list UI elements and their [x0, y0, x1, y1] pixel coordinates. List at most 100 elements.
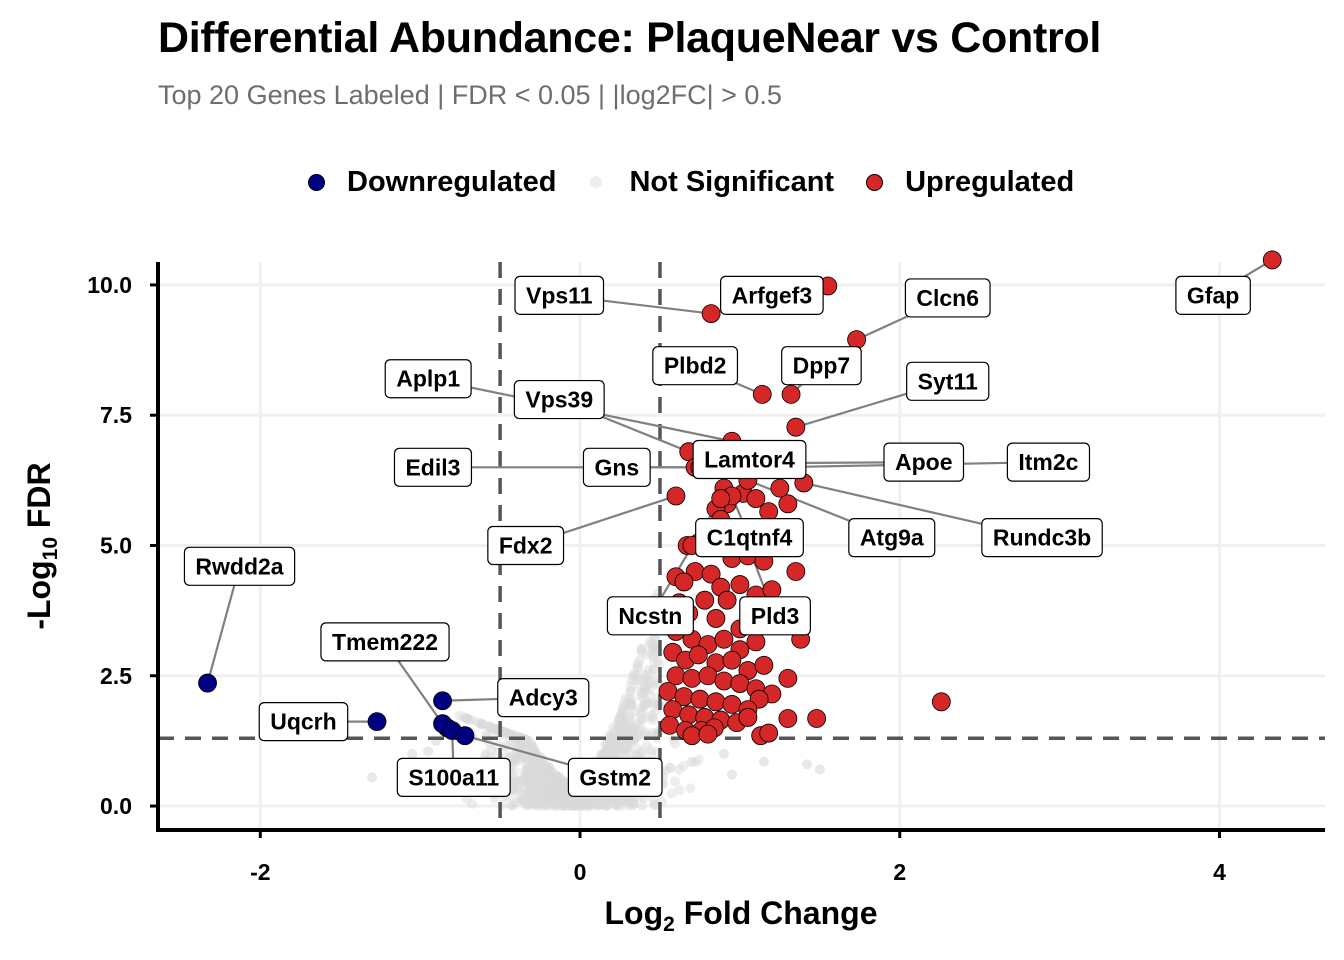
ns-point	[407, 748, 418, 759]
ns-point	[548, 791, 559, 802]
ns-point	[552, 795, 563, 806]
ns-point	[556, 782, 567, 793]
ns-point	[518, 772, 529, 783]
ns-point	[543, 773, 554, 784]
ns-point	[545, 767, 556, 778]
ns-point	[528, 753, 539, 764]
ns-point	[610, 746, 621, 757]
ns-point	[610, 742, 621, 753]
ns-point	[507, 800, 518, 811]
ns-point	[550, 784, 561, 795]
ns-point	[623, 797, 634, 808]
ns-point	[542, 791, 553, 802]
ns-point	[564, 799, 575, 810]
ns-point	[620, 701, 631, 712]
legend-item-not-significant: Not Significant	[588, 166, 834, 199]
ns-point	[610, 739, 621, 750]
ns-point	[551, 782, 562, 793]
ns-point	[631, 675, 642, 686]
ns-point	[612, 723, 623, 734]
gene-label-ncstn: Ncstn	[606, 596, 694, 636]
y-tick-label: 2.5	[100, 663, 132, 689]
ns-point	[649, 675, 660, 686]
gene-point-ncstn	[711, 489, 731, 508]
ns-point	[561, 793, 572, 804]
ns-point	[580, 796, 591, 807]
ns-point	[551, 771, 562, 782]
ns-point	[522, 763, 533, 774]
ns-point	[541, 782, 552, 793]
ns-point	[532, 756, 543, 767]
ns-point	[557, 781, 568, 792]
ns-point	[563, 797, 574, 808]
ns-point	[462, 713, 473, 724]
ns-point	[645, 639, 656, 650]
upregulated-point	[722, 695, 742, 714]
ns-point	[558, 796, 569, 807]
ns-point	[510, 753, 521, 764]
ns-point	[615, 713, 626, 724]
ns-point	[545, 791, 556, 802]
ns-point	[543, 773, 554, 784]
gene-label-box	[514, 275, 605, 315]
ns-point	[544, 798, 555, 809]
ns-point	[625, 701, 636, 712]
ns-point	[648, 715, 659, 726]
ns-point	[538, 785, 549, 796]
gene-label-text: Dpp7	[793, 353, 851, 379]
ns-point	[571, 799, 582, 810]
ns-point	[633, 730, 644, 741]
ns-point	[543, 761, 554, 772]
ns-point	[557, 785, 568, 796]
ns-point	[531, 778, 542, 789]
ns-point	[572, 800, 583, 811]
gene-point-uqcrh	[367, 712, 387, 732]
ns-point	[563, 795, 574, 806]
ns-point	[604, 734, 615, 745]
ns-point	[621, 795, 632, 806]
ns-point	[686, 756, 697, 767]
ns-point	[600, 739, 611, 750]
ns-point	[534, 764, 545, 775]
ns-point	[543, 794, 554, 805]
ns-point	[553, 781, 564, 792]
gene-label-c1qtnf4: C1qtnf4	[695, 518, 804, 558]
ns-point	[573, 796, 584, 807]
ns-point	[540, 800, 551, 811]
ns-point	[643, 689, 654, 700]
ns-point	[519, 798, 530, 809]
ns-point	[570, 800, 581, 811]
ns-point	[554, 789, 565, 800]
ns-point	[637, 687, 648, 698]
ns-point	[540, 759, 551, 770]
ns-point	[557, 786, 568, 797]
gene-point-vps11	[701, 304, 721, 323]
ns-point	[550, 782, 561, 793]
ns-point	[619, 698, 630, 709]
ns-point	[538, 793, 549, 804]
upregulated-point	[706, 609, 726, 628]
ns-point	[578, 799, 589, 810]
ns-point	[553, 775, 564, 786]
ns-point	[551, 774, 562, 785]
ns-point	[621, 728, 632, 739]
ns-point	[536, 782, 547, 793]
ns-point	[544, 765, 555, 776]
ns-point	[547, 776, 558, 787]
ns-point	[559, 800, 570, 811]
ns-point	[486, 745, 497, 756]
y-tick-label: 0.0	[100, 793, 132, 819]
ns-point	[567, 797, 578, 808]
ns-point	[566, 799, 577, 810]
ns-point	[506, 750, 517, 761]
ns-point	[620, 719, 631, 730]
ns-point	[588, 797, 599, 808]
ns-point	[619, 795, 630, 806]
ns-point	[538, 791, 549, 802]
ns-point	[635, 655, 646, 666]
ns-point	[527, 740, 538, 751]
ns-point	[624, 746, 635, 757]
ns-point	[590, 796, 601, 807]
ns-point	[626, 724, 637, 735]
gene-label-box	[513, 379, 605, 420]
